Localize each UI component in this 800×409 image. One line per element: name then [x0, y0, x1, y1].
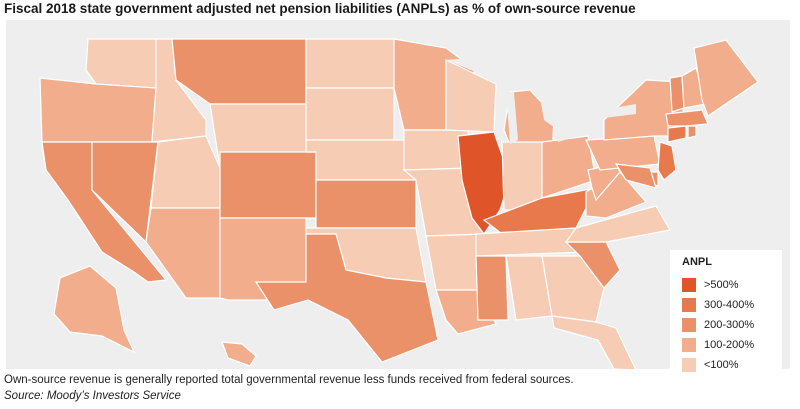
source-note: Source: Moody’s Investors Service — [4, 390, 181, 402]
map-panel: ANPL >500% 300-400% 200-300% 100-200% <1… — [6, 20, 790, 380]
state-ne — [305, 139, 417, 181]
lake-michigan — [506, 92, 518, 144]
state-ct — [667, 125, 687, 143]
state-ks — [315, 179, 417, 229]
state-wi — [445, 59, 497, 133]
legend-swatch — [682, 338, 696, 352]
state-ut — [150, 135, 221, 209]
state-ga — [541, 255, 605, 323]
state-mt — [171, 38, 307, 105]
legend-label: 300-400% — [704, 299, 755, 311]
us-map — [39, 38, 759, 369]
legend-swatch — [682, 318, 696, 332]
legend-item-gt500: >500% — [682, 276, 782, 294]
legend-label: >500% — [704, 279, 739, 291]
state-ak — [53, 265, 136, 354]
legend-item-200-300: 200-300% — [682, 316, 782, 334]
lake-ontario — [602, 104, 636, 118]
state-sd — [305, 87, 395, 141]
state-ms — [475, 255, 509, 321]
legend-item-100-200: 100-200% — [682, 336, 782, 354]
state-me — [693, 39, 759, 117]
state-hi — [221, 341, 257, 367]
state-tx — [254, 233, 439, 363]
state-fl — [551, 315, 637, 369]
legend: ANPL >500% 300-400% 200-300% 100-200% <1… — [670, 250, 782, 380]
lake-huron — [538, 86, 558, 130]
legend-label: 100-200% — [704, 339, 755, 351]
state-wa — [85, 38, 157, 89]
legend-item-lt100: <100% — [682, 356, 782, 374]
state-nd — [305, 38, 395, 89]
state-nc — [564, 205, 671, 243]
legend-label: <100% — [704, 359, 739, 371]
state-az — [145, 207, 221, 299]
legend-label: 200-300% — [704, 319, 755, 331]
state-nj — [657, 141, 677, 181]
legend-swatch — [682, 298, 696, 312]
chart-title: Fiscal 2018 state government adjusted ne… — [4, 1, 636, 16]
state-md — [614, 163, 657, 189]
legend-title: ANPL — [682, 256, 712, 268]
footnote: Own-source revenue is generally reported… — [4, 374, 574, 386]
state-co — [219, 151, 317, 219]
legend-item-300-400: 300-400% — [682, 296, 782, 314]
state-or — [39, 77, 157, 143]
legend-swatch — [682, 358, 696, 372]
state-ma — [665, 109, 709, 127]
lake-superior — [446, 56, 526, 72]
lake-erie — [554, 122, 600, 142]
legend-swatch — [682, 278, 696, 292]
state-ri — [687, 125, 697, 139]
